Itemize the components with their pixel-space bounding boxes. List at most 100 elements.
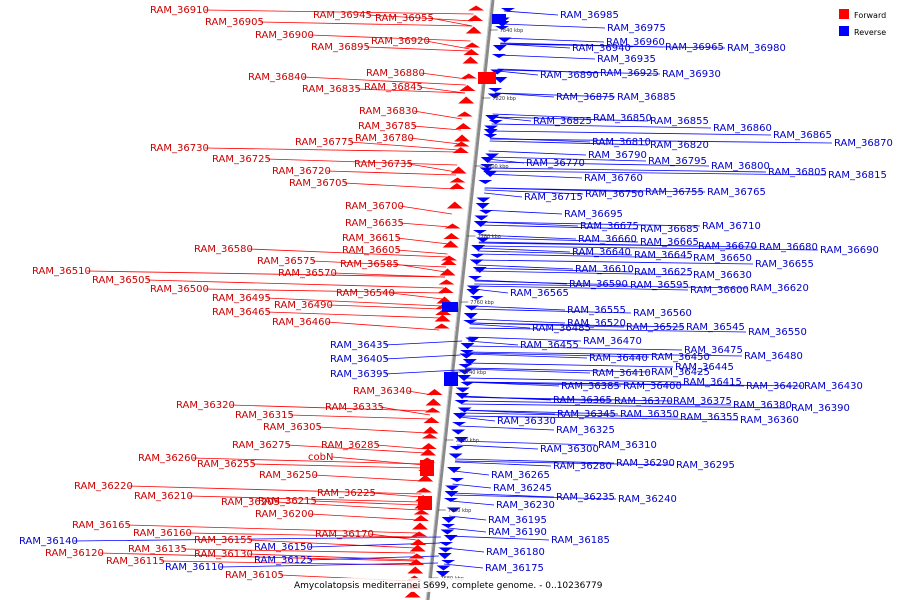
reverse-gene-label[interactable]: RAM_36825 (533, 116, 592, 127)
reverse-gene-label[interactable]: RAM_36960 (606, 37, 665, 48)
forward-gene-label[interactable]: RAM_36775 (295, 137, 354, 148)
forward-gene-label[interactable]: RAM_36730 (150, 143, 209, 154)
reverse-gene-label[interactable]: RAM_36710 (702, 221, 761, 232)
reverse-gene-label[interactable]: RAM_36385 (561, 381, 620, 392)
reverse-gene-label[interactable]: RAM_36345 (557, 409, 616, 420)
reverse-gene-label[interactable]: RAM_36625 (634, 267, 693, 278)
forward-gene-label[interactable]: RAM_36725 (212, 154, 271, 165)
reverse-gene-label[interactable]: RAM_36975 (607, 23, 666, 34)
forward-gene-label[interactable]: RAM_36945 (313, 10, 372, 21)
reverse-gene-label[interactable]: RAM_36295 (676, 460, 735, 471)
forward-gene-label[interactable]: RAM_36575 (257, 256, 316, 267)
reverse-gene-label[interactable]: RAM_36935 (597, 54, 656, 65)
reverse-gene-label[interactable]: RAM_36410 (592, 368, 651, 379)
forward-gene-label[interactable]: RAM_36835 (302, 84, 361, 95)
reverse-gene-label[interactable]: RAM_36355 (680, 412, 739, 423)
forward-gene-label[interactable]: RAM_36910 (150, 5, 209, 16)
reverse-gene-label[interactable]: RAM_36365 (553, 395, 612, 406)
reverse-gene-label[interactable]: RAM_36370 (614, 396, 673, 407)
forward-gene-label[interactable]: cobN (308, 452, 333, 463)
forward-gene-label[interactable]: RAM_36130 (194, 549, 253, 560)
reverse-gene-label[interactable]: RAM_36870 (834, 138, 893, 149)
forward-gene-label[interactable]: RAM_36635 (345, 218, 404, 229)
forward-gene-label[interactable]: RAM_36605 (342, 245, 401, 256)
forward-gene-label[interactable]: RAM_36120 (45, 548, 104, 559)
reverse-gene-label[interactable]: RAM_36430 (804, 381, 863, 392)
reverse-gene-label[interactable]: RAM_36885 (617, 92, 676, 103)
forward-gene-label[interactable]: RAM_36255 (197, 459, 256, 470)
reverse-gene-label[interactable]: RAM_36790 (588, 150, 647, 161)
forward-gene-label[interactable]: RAM_36260 (138, 453, 197, 464)
reverse-gene-label[interactable]: RAM_36425 (651, 367, 710, 378)
forward-gene-label[interactable]: RAM_36895 (311, 42, 370, 53)
reverse-gene-label[interactable]: RAM_36640 (572, 247, 631, 258)
reverse-gene-label[interactable]: RAM_36595 (630, 280, 689, 291)
reverse-gene-label[interactable]: RAM_36520 (567, 318, 626, 329)
forward-gene-label[interactable]: RAM_36510 (32, 266, 91, 277)
reverse-gene-label[interactable]: RAM_36470 (583, 336, 642, 347)
forward-gene-label[interactable]: RAM_36460 (272, 317, 331, 328)
reverse-gene-label[interactable]: RAM_36380 (733, 400, 792, 411)
reverse-gene-label[interactable]: RAM_36480 (744, 351, 803, 362)
reverse-gene-label[interactable]: RAM_36405 (330, 354, 389, 365)
forward-gene-label[interactable]: RAM_36540 (336, 288, 395, 299)
reverse-gene-label[interactable]: RAM_36190 (488, 527, 547, 538)
reverse-gene-label[interactable]: RAM_36660 (578, 234, 637, 245)
reverse-gene-label[interactable]: RAM_36395 (330, 369, 389, 380)
reverse-gene-label[interactable]: RAM_36670 (698, 241, 757, 252)
forward-gene-label[interactable]: RAM_36115 (106, 556, 165, 567)
reverse-gene-label[interactable]: RAM_36110 (165, 562, 224, 573)
reverse-gene-label[interactable]: RAM_36435 (330, 340, 389, 351)
forward-gene-label[interactable]: RAM_36225 (317, 488, 376, 499)
forward-gene-label[interactable]: RAM_36155 (194, 535, 253, 546)
reverse-gene-label[interactable]: RAM_36560 (633, 308, 692, 319)
reverse-gene-label[interactable]: RAM_36890 (540, 70, 599, 81)
forward-gene-label[interactable]: RAM_36880 (366, 68, 425, 79)
reverse-gene-label[interactable]: RAM_36195 (488, 515, 547, 526)
reverse-gene-label[interactable]: RAM_36820 (650, 140, 709, 151)
reverse-gene-label[interactable]: RAM_36715 (524, 192, 583, 203)
reverse-gene-label[interactable]: RAM_36680 (759, 242, 818, 253)
reverse-gene-label[interactable]: RAM_36325 (556, 425, 615, 436)
forward-gene-label[interactable]: RAM_36785 (358, 121, 417, 132)
reverse-gene-label[interactable]: RAM_36810 (592, 137, 651, 148)
reverse-gene-label[interactable]: RAM_36525 (626, 322, 685, 333)
forward-gene-label[interactable]: RAM_36505 (92, 275, 151, 286)
forward-gene-label[interactable]: RAM_36105 (225, 570, 284, 581)
forward-gene-label[interactable]: RAM_36780 (355, 133, 414, 144)
reverse-gene-label[interactable]: RAM_36690 (820, 245, 879, 256)
forward-gene-label[interactable]: RAM_36135 (128, 544, 187, 555)
reverse-gene-label[interactable]: RAM_36850 (593, 113, 652, 124)
reverse-gene-label[interactable]: RAM_36235 (556, 492, 615, 503)
reverse-gene-label[interactable]: RAM_36760 (584, 173, 643, 184)
forward-gene-label[interactable]: RAM_36320 (176, 400, 235, 411)
reverse-gene-label[interactable]: RAM_36805 (768, 167, 827, 178)
reverse-gene-label[interactable]: RAM_36860 (713, 123, 772, 134)
reverse-gene-label[interactable]: RAM_36240 (618, 494, 677, 505)
reverse-gene-label[interactable]: RAM_36445 (675, 362, 734, 373)
reverse-gene-label[interactable]: RAM_36620 (750, 283, 809, 294)
forward-gene-label[interactable]: RAM_36500 (150, 284, 209, 295)
reverse-gene-label[interactable]: RAM_36265 (491, 470, 550, 481)
reverse-gene-label[interactable]: RAM_36630 (693, 270, 752, 281)
forward-gene-label[interactable]: RAM_36845 (364, 82, 423, 93)
reverse-gene-label[interactable]: RAM_36665 (640, 237, 699, 248)
forward-gene-label[interactable]: RAM_36735 (354, 159, 413, 170)
reverse-gene-label[interactable]: RAM_36140 (19, 536, 78, 547)
reverse-gene-label[interactable]: RAM_36245 (493, 483, 552, 494)
reverse-gene-label[interactable]: RAM_36875 (556, 92, 615, 103)
reverse-gene-label[interactable]: RAM_36415 (683, 377, 742, 388)
forward-gene-label[interactable]: RAM_36830 (359, 106, 418, 117)
reverse-gene-label[interactable]: RAM_36765 (707, 187, 766, 198)
reverse-gene-label[interactable]: RAM_36555 (567, 305, 626, 316)
forward-gene-label[interactable]: RAM_36720 (272, 166, 331, 177)
reverse-gene-label[interactable]: RAM_36475 (684, 345, 743, 356)
reverse-gene-label[interactable]: RAM_36600 (690, 285, 749, 296)
forward-gene-label[interactable]: RAM_36840 (248, 72, 307, 83)
forward-gene-label[interactable]: RAM_36305 (263, 422, 322, 433)
forward-gene-label[interactable]: RAM_36905 (205, 17, 264, 28)
forward-gene-label[interactable]: RAM_36275 (232, 440, 291, 451)
reverse-gene-label[interactable]: RAM_36925 (600, 68, 659, 79)
forward-gene-label[interactable]: RAM_36700 (345, 201, 404, 212)
reverse-gene-label[interactable]: RAM_36675 (580, 221, 639, 232)
